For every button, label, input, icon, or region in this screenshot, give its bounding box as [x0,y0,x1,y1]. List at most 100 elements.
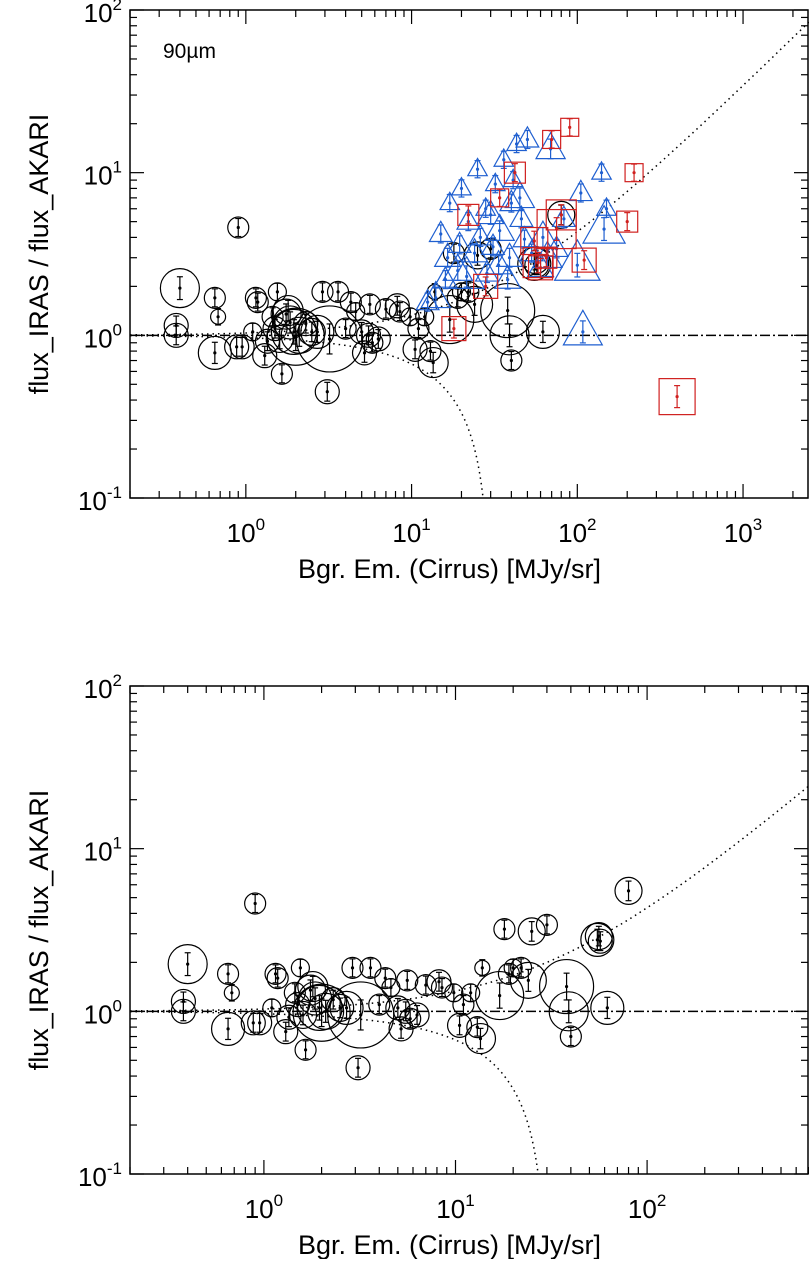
circle-marker [346,301,366,322]
x-tick-label-exp: 1 [465,1191,474,1210]
point-dot [461,1003,466,1007]
data-point [461,983,481,1003]
data-point [505,131,528,154]
point-dot [513,171,517,175]
point-dot [213,351,217,355]
triangle-marker [433,242,462,267]
triangle-marker [428,220,454,243]
y-axis-label: flux_IRAS / flux_AKARI [24,114,54,395]
circle-marker [374,297,398,321]
point-dot [541,235,545,239]
circle-marker [590,990,625,1025]
data-point [428,220,454,244]
x-tick-label-base: 10 [436,1194,465,1224]
circle-marker [365,326,391,352]
y-tick-label-exp: 1 [113,158,122,177]
point-dot [434,296,438,300]
point-dot [376,337,380,341]
point-dot [284,312,288,316]
data-point [538,958,595,1015]
point-dot [275,290,279,294]
point-dot [604,207,609,211]
point-dot [359,1013,363,1017]
point-dot [368,966,373,970]
point-dot [581,330,585,334]
data-point [473,273,499,299]
circle-marker [264,962,287,985]
point-dot [278,337,282,341]
point-dot [582,258,586,262]
x-axis-label: Bgr. Em. (Cirrus) [MJy/sr] [298,554,601,584]
y-tick-label-exp: 1 [113,834,122,853]
circle-marker [163,312,189,339]
data-point [426,969,452,995]
square-marker [658,378,696,416]
point-dot [675,395,679,399]
point-dot [545,923,549,927]
circle-marker [587,928,613,954]
point-dot [270,1006,274,1010]
x-tick-label-exp: 0 [256,515,265,534]
point-dot [319,1011,324,1015]
triangle-marker [502,168,524,188]
circle-marker [229,334,255,360]
point-dot [626,889,631,893]
data-point [590,160,613,182]
point-dot [595,938,599,942]
x-tick-label: 102 [558,515,596,548]
point-dot [280,372,284,376]
triangle-marker [442,253,474,281]
y-tick-label-base: 10 [84,0,113,28]
point-dot [568,125,572,129]
triangle-marker [498,189,524,212]
data-point [374,967,397,990]
y-tick-label: 102 [84,0,122,28]
circle-marker [247,1010,273,1036]
point-dot [509,358,513,363]
data-point [420,280,452,309]
circle-marker [294,1038,317,1061]
circle-marker [509,961,547,999]
x-tick-label-base: 10 [724,518,753,548]
point-dot [216,315,220,319]
point-dot [230,991,234,995]
data-point [294,1038,317,1061]
data-point [455,285,494,323]
circle-marker [270,362,293,385]
point-dot [567,1009,571,1013]
circle-marker [500,349,523,372]
point-dot [569,1034,573,1039]
point-dot [472,302,477,306]
point-dot [253,901,257,906]
data-point [300,314,335,349]
circle-marker [224,334,250,360]
data-point [327,981,395,1049]
x-tick-label: 101 [436,1191,474,1224]
data-point [417,346,449,379]
data-point [163,312,189,339]
data-point [545,199,577,231]
data-point [441,316,467,342]
data-point [548,991,589,1032]
square-marker [542,129,562,150]
point-dot [276,976,280,980]
data-point [595,196,618,218]
point-dot [448,201,452,205]
circle-marker [292,983,351,1042]
triangle-marker [493,264,522,289]
data-point [402,336,428,362]
x-tick-label-base: 10 [245,1194,274,1224]
data-point [244,892,267,915]
square-marker [560,117,580,137]
triangle-marker [467,223,493,246]
circle-marker [399,1007,422,1030]
data-point [368,993,391,1016]
lower-envelope-curve [130,335,484,498]
point-dot [235,345,239,349]
point-dot [256,300,260,304]
point-dot [317,1006,322,1010]
point-dot [439,232,443,236]
y-tick-label-base: 10 [84,161,113,191]
circle-marker [326,993,355,1022]
